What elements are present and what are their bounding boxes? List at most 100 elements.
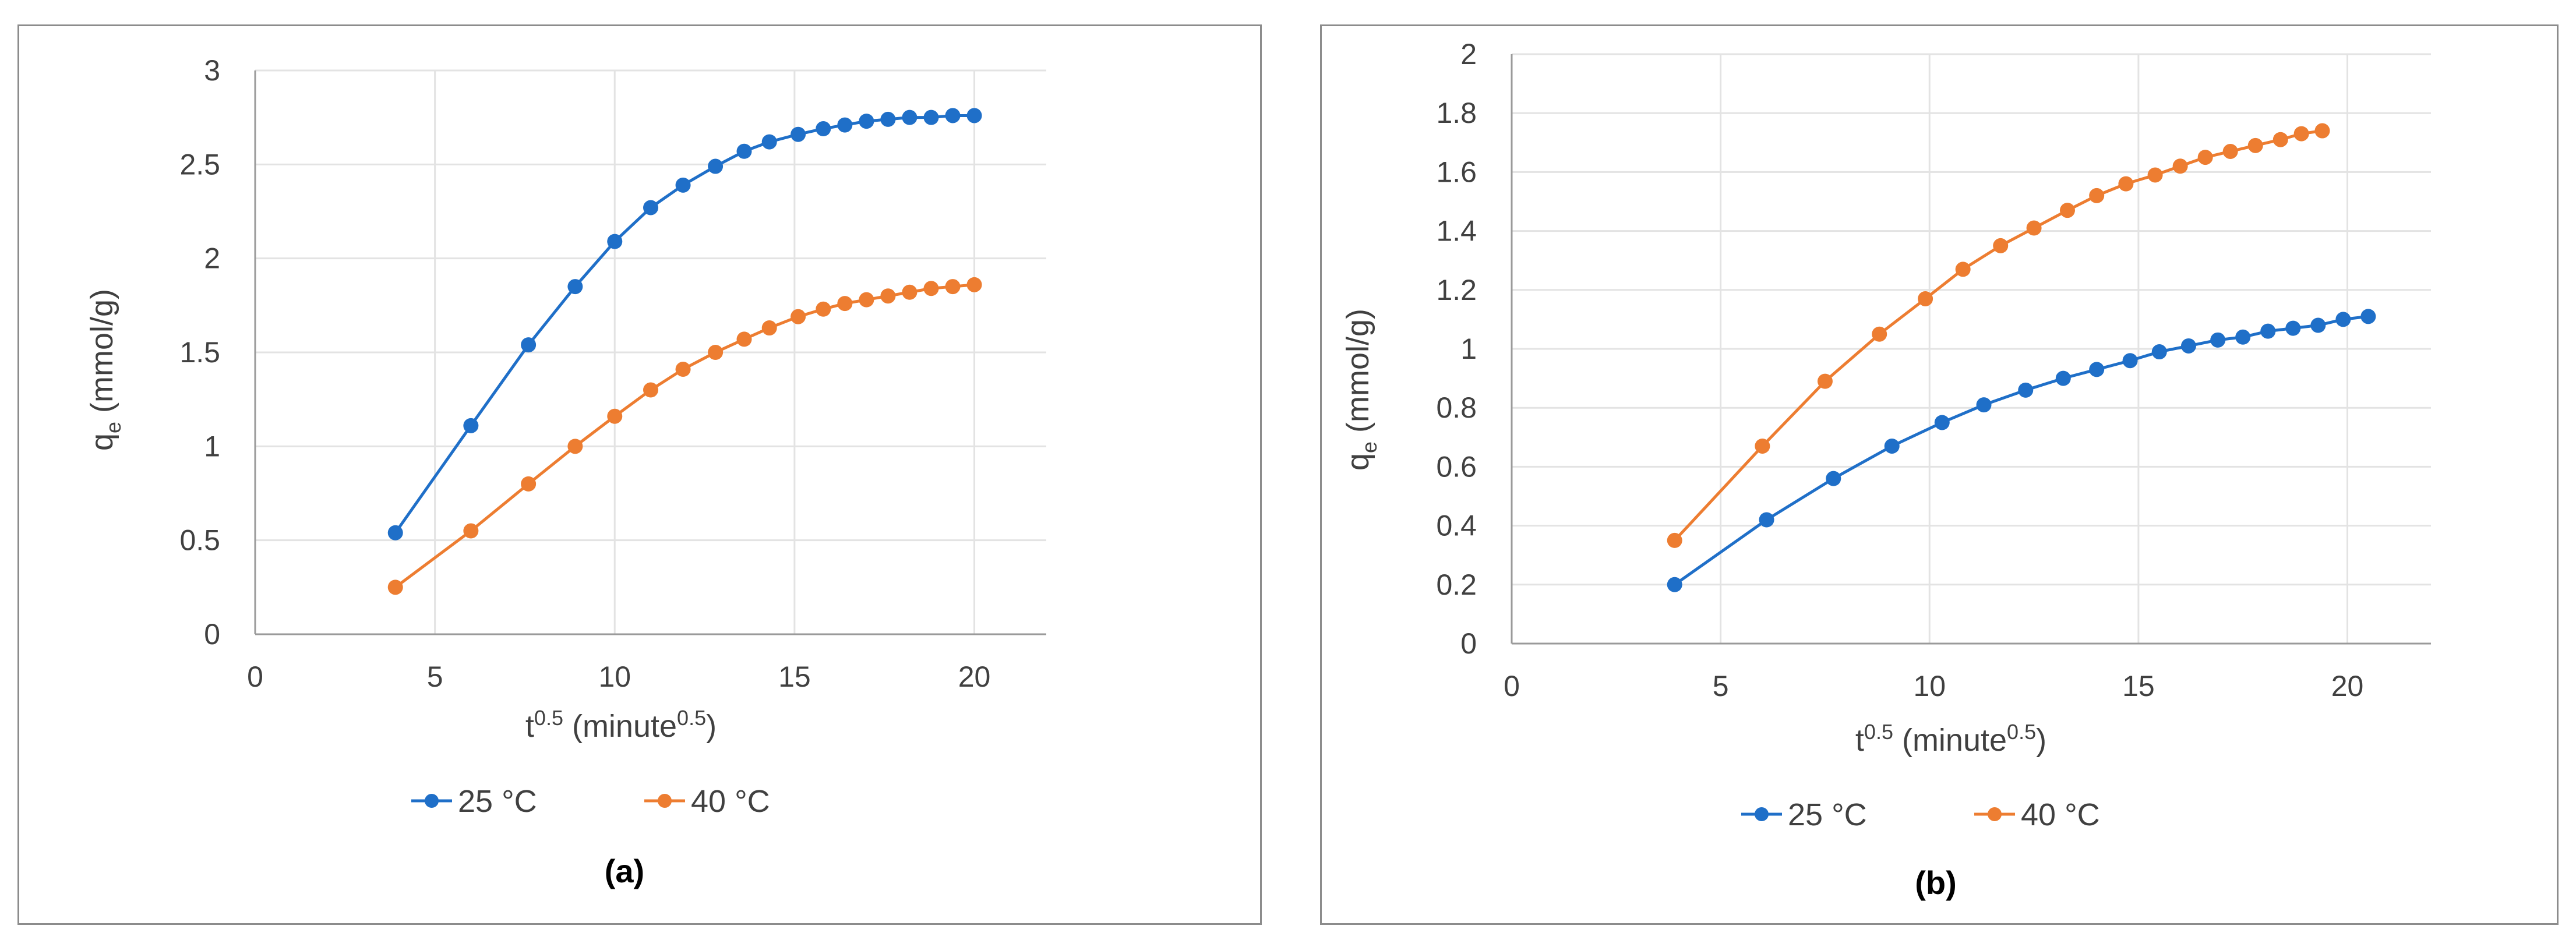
data-point (880, 288, 896, 304)
data-point (2089, 362, 2105, 377)
x-tick-label: 5 (1713, 670, 1729, 702)
data-point (736, 331, 752, 347)
y-tick-label: 1.5 (179, 336, 220, 369)
x-axis-label: t0.5 (minute0.5) (1855, 720, 2046, 758)
data-point (2310, 317, 2326, 333)
data-point (1667, 577, 1682, 592)
data-point (521, 337, 537, 353)
data-point (945, 279, 961, 295)
x-tick-label: 20 (958, 660, 991, 693)
x-tick-label: 10 (598, 660, 631, 693)
data-point (2260, 323, 2276, 339)
data-point (2147, 167, 2163, 183)
y-tick-label: 3 (204, 54, 220, 87)
data-point (675, 362, 691, 377)
data-point (643, 382, 658, 398)
y-axis-label: qe (mmol/g) (84, 289, 125, 451)
legend-label: 40 °C (691, 784, 770, 819)
data-point (2335, 312, 2351, 327)
data-point (859, 292, 874, 308)
data-point (2180, 338, 2196, 354)
data-point (2151, 344, 2167, 360)
y-tick-label: 2.5 (179, 148, 220, 181)
data-point (567, 439, 583, 454)
y-tick-label: 0.2 (1436, 568, 1477, 601)
data-point (1955, 262, 1971, 277)
data-point (1918, 291, 1933, 306)
data-point (902, 284, 918, 300)
data-point (2089, 188, 2105, 203)
chart-b-svg: 0 0.2 0.4 0.6 0.8 1 1.2 1.4 1.6 1.8 2 0 5 10 15 20 qe … (1340, 38, 2431, 901)
data-point (2018, 382, 2034, 398)
data-point (2118, 176, 2134, 192)
x-tick-label: 15 (778, 660, 811, 693)
data-point (521, 476, 537, 492)
y-tick-label: 1 (204, 430, 220, 462)
data-point (387, 579, 403, 595)
y-tick-label: 0.4 (1436, 510, 1477, 542)
data-point (880, 111, 896, 127)
chart-caption: (b) (1915, 864, 1957, 901)
data-point (463, 523, 479, 539)
data-point (643, 200, 658, 215)
data-point (2055, 370, 2071, 386)
y-tick-label: 0 (1460, 627, 1477, 660)
chart-caption: (a) (605, 853, 644, 889)
data-point (2272, 132, 2288, 147)
data-point (736, 143, 752, 159)
y-tick-label: 1.6 (1436, 156, 1477, 188)
data-point (463, 418, 479, 433)
y-tick-label: 0.8 (1436, 391, 1477, 424)
data-point (1759, 512, 1774, 528)
x-axis-label: t0.5 (minute0.5) (525, 706, 717, 744)
data-point (1976, 397, 1992, 413)
legend-label: 25 °C (1788, 797, 1867, 832)
data-point (708, 345, 724, 360)
data-point (2247, 137, 2263, 153)
y-tick-label: 1.4 (1436, 215, 1477, 248)
data-point (923, 281, 939, 296)
data-point (1884, 438, 1900, 454)
data-point (1817, 373, 1833, 389)
data-point (966, 277, 982, 292)
y-tick-label: 1 (1460, 333, 1477, 365)
data-point (837, 117, 853, 133)
data-point (1993, 238, 2009, 253)
data-point (387, 525, 403, 540)
data-point (945, 108, 961, 123)
data-point (2314, 123, 2330, 139)
data-point (902, 109, 918, 125)
data-point (1667, 532, 1682, 548)
data-point (859, 114, 874, 129)
data-point (2026, 220, 2042, 236)
data-point (607, 234, 623, 249)
data-point (761, 134, 777, 150)
data-point (2122, 353, 2138, 369)
x-tick-label: 0 (1504, 670, 1520, 702)
chart-panel-a: 0 0.5 1 1.5 2 2.5 3 0 5 10 15 20 qe (mmol/g) t0.5 … (17, 24, 1262, 925)
data-point (607, 408, 623, 424)
legend-label: 40 °C (2021, 797, 2100, 832)
x-tick-label: 15 (2122, 670, 2155, 702)
data-point (2222, 143, 2238, 159)
data-point (2059, 203, 2075, 218)
y-tick-label: 0 (204, 618, 220, 651)
data-point (675, 177, 691, 193)
data-point (816, 301, 831, 317)
data-point (1755, 438, 1770, 454)
legend-marker (425, 794, 439, 808)
legend-marker (658, 794, 672, 808)
y-tick-label: 2 (204, 242, 220, 275)
data-point (1826, 471, 1841, 486)
x-tick-label: 0 (247, 660, 263, 693)
y-tick-label: 1.8 (1436, 97, 1477, 129)
data-point (708, 158, 724, 174)
data-point (761, 320, 777, 336)
data-point (2360, 309, 2376, 324)
y-axis-label: qe (mmol/g) (1340, 309, 1381, 471)
x-tick-label: 10 (1913, 670, 1946, 702)
x-tick-label: 5 (427, 660, 443, 693)
data-point (816, 121, 831, 137)
data-point (2293, 126, 2309, 142)
series-line-2 (1673, 129, 2323, 542)
